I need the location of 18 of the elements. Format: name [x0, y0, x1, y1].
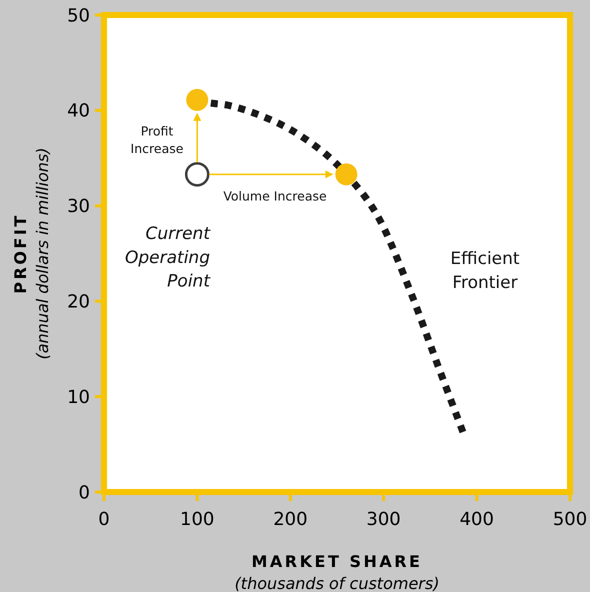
x-tick-label: 500	[552, 509, 588, 530]
y-tick-label: 0	[78, 482, 90, 504]
annotation: Efficient Frontier	[450, 249, 520, 293]
y-axis-title: PROFIT (annual dollars in millions)	[11, 148, 52, 360]
x-tick-label: 300	[366, 509, 401, 530]
x-axis-title: MARKET SHARE (thousands of customers)	[234, 552, 440, 592]
x-tick-label: 100	[180, 509, 214, 530]
x-tick-label: 0	[98, 509, 110, 530]
y-tick-label: 10	[67, 386, 90, 408]
x-tick-label: 400	[460, 509, 494, 530]
y-tick-label: 50	[67, 5, 90, 26]
y-tick-label: 20	[67, 292, 90, 312]
annotation: Current Operating Point	[125, 224, 212, 292]
y-tick-label: 40	[67, 100, 90, 122]
annotation: Volume Increase	[223, 188, 327, 204]
y-tick-label: 30	[67, 196, 90, 218]
x-tick-label: 200	[273, 509, 308, 530]
annotation: Profit Increase	[130, 124, 184, 156]
